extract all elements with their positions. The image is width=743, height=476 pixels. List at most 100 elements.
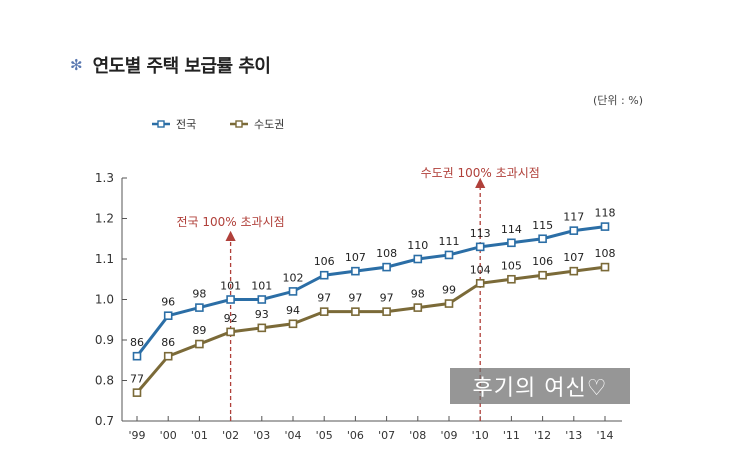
data-point [600, 262, 610, 272]
data-label: 98 [192, 288, 206, 301]
data-label: 104 [470, 263, 491, 276]
data-label: 97 [380, 292, 394, 305]
data-label: 108 [595, 247, 616, 260]
data-point [319, 307, 329, 316]
series-line-national [135, 225, 606, 358]
legend-swatch-marker [235, 120, 243, 128]
legend-label: 수도권 [254, 118, 284, 131]
y-tick-label: 0.8 [95, 374, 114, 388]
data-label: 86 [130, 336, 144, 349]
data-point [257, 323, 267, 333]
data-point [382, 262, 391, 272]
data-point [288, 287, 298, 296]
data-label: 92 [224, 312, 238, 325]
data-point [475, 242, 485, 252]
data-label: 93 [255, 308, 269, 321]
data-label: 94 [286, 304, 300, 317]
x-tick-label: '13 [565, 429, 582, 442]
data-label: 101 [251, 280, 272, 293]
data-label: 114 [501, 223, 522, 236]
data-point [132, 351, 142, 361]
x-tick-label: '99 [128, 429, 145, 442]
data-point [507, 238, 516, 248]
data-point [226, 327, 235, 337]
series-line-capital [135, 265, 606, 394]
data-label: 98 [411, 288, 425, 301]
data-label: 97 [317, 292, 331, 305]
data-point [351, 266, 360, 276]
data-label: 99 [442, 284, 456, 297]
x-tick-label: '00 [160, 429, 177, 442]
x-tick-label: '09 [440, 429, 457, 442]
data-point [132, 388, 142, 397]
data-point [226, 295, 235, 304]
data-label: 110 [407, 239, 428, 252]
legend-label: 전국 [176, 118, 196, 131]
unit-label: (단위 : %) [593, 94, 643, 107]
data-label: 89 [192, 324, 206, 337]
x-tick-label: '12 [534, 429, 551, 442]
x-tick-label: '03 [253, 429, 270, 442]
y-tick-label: 1.3 [95, 171, 114, 185]
y-tick-label: 0.7 [95, 414, 114, 428]
asterisk-icon: ✻ [70, 56, 83, 74]
data-label: 107 [345, 251, 366, 264]
data-label: 102 [283, 271, 304, 284]
data-point [507, 274, 516, 284]
page-title: 연도별 주택 보급률 추이 [92, 56, 271, 77]
data-label: 106 [532, 255, 553, 268]
data-point [351, 307, 360, 316]
data-point [319, 270, 329, 280]
watermark: 후기의 여신♡ [450, 368, 630, 404]
data-point [600, 222, 610, 231]
data-point [163, 351, 173, 361]
annotation-label: 수도권 100% 초과시점 [421, 166, 540, 180]
data-point [163, 311, 173, 321]
data-point [288, 319, 298, 329]
data-label: 105 [501, 259, 522, 272]
x-tick-label: '10 [472, 429, 489, 442]
data-label: 113 [470, 227, 491, 240]
data-point [538, 270, 547, 280]
x-tick-label: '08 [409, 429, 426, 442]
x-tick-label: '07 [378, 429, 395, 442]
annotation-label: 전국 100% 초과시점 [177, 215, 285, 229]
data-label: 118 [595, 207, 616, 220]
data-label: 96 [161, 296, 175, 309]
x-tick-label: '11 [503, 429, 520, 442]
chart-header: ✻ 연도별 주택 보급률 추이 [70, 52, 271, 78]
data-point [257, 295, 267, 304]
x-tick-label: '06 [347, 429, 364, 442]
x-tick-label: '05 [316, 429, 333, 442]
data-point [444, 250, 454, 260]
y-tick-label: 0.9 [95, 333, 114, 347]
data-point [413, 303, 423, 312]
data-label: 97 [348, 292, 362, 305]
data-label: 111 [439, 235, 460, 248]
data-label: 77 [130, 373, 144, 386]
data-label: 101 [220, 280, 241, 293]
data-point [569, 266, 579, 276]
x-tick-label: '14 [596, 429, 613, 442]
data-point [382, 307, 391, 316]
data-label: 115 [532, 219, 553, 232]
data-label: 107 [563, 251, 584, 264]
y-tick-label: 1.1 [95, 252, 114, 266]
x-tick-label: '04 [284, 429, 301, 442]
y-tick-label: 1.2 [95, 212, 114, 226]
y-tick-label: 1.0 [95, 293, 114, 307]
data-point [475, 278, 485, 288]
x-tick-label: '02 [222, 429, 239, 442]
legend-swatch-marker [157, 120, 165, 128]
data-point [413, 254, 423, 264]
data-point [444, 299, 454, 308]
data-point [195, 303, 204, 312]
data-point [569, 226, 579, 235]
data-point [538, 234, 547, 244]
data-label: 117 [563, 211, 584, 224]
data-label: 108 [376, 247, 397, 260]
data-label: 106 [314, 255, 335, 268]
x-tick-label: '01 [191, 429, 208, 442]
data-point [195, 339, 204, 349]
